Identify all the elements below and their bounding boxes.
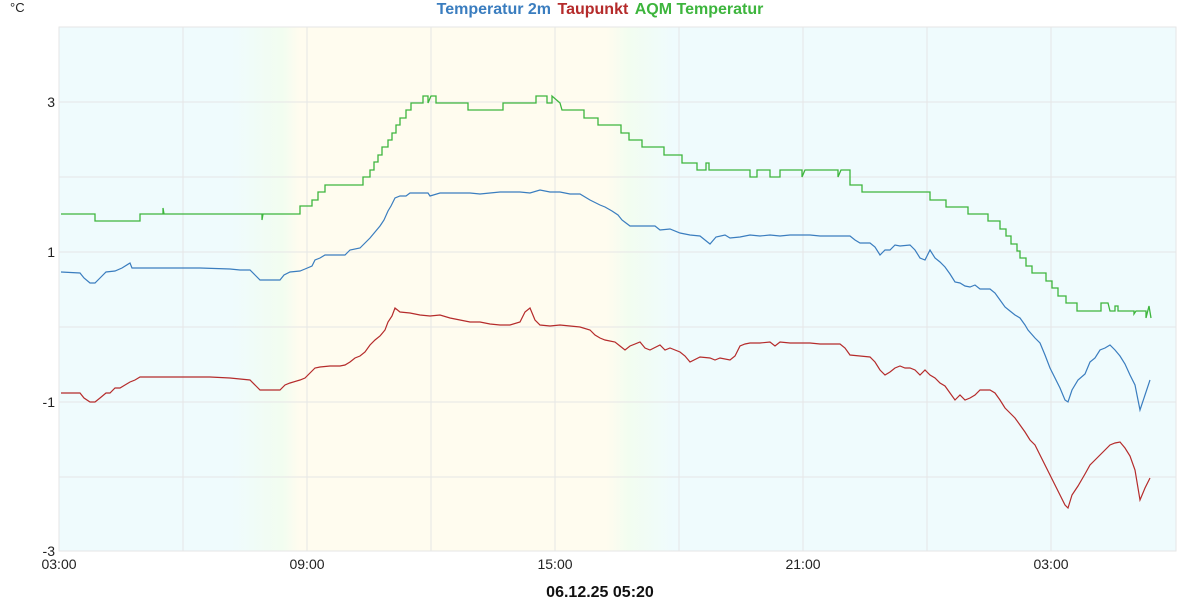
series-aqm-temperatur — [61, 94, 1152, 319]
y-tick-neg3: -3 — [42, 543, 55, 559]
grid-lines — [59, 27, 1176, 551]
legend-taupunkt: Taupunkt — [557, 1, 629, 18]
chart-timestamp: 06.12.25 05:20 — [546, 584, 654, 601]
x-tick-0300: 03:00 — [41, 556, 77, 572]
chart-legend-title: Temperatur 2m Taupunkt AQM Temperatur — [0, 0, 1200, 20]
y-tick-1: 1 — [47, 244, 55, 260]
x-tick-2100: 21:00 — [785, 556, 821, 572]
series-temperatur-2m — [60, 189, 1151, 413]
series-taupunkt — [61, 307, 1151, 510]
y-tick-3: 3 — [47, 94, 55, 110]
y-axis-unit: °C — [10, 0, 25, 15]
x-tick-0900: 09:00 — [289, 556, 325, 572]
x-tick-0300-next: 03:00 — [1033, 556, 1069, 572]
legend-aqm-temperatur: AQM Temperatur — [634, 1, 764, 18]
legend-temperatur-2m: Temperatur 2m — [436, 1, 552, 18]
y-tick-neg1: -1 — [42, 394, 55, 410]
x-tick-1500: 15:00 — [537, 556, 573, 572]
plot-background — [58, 26, 1177, 552]
